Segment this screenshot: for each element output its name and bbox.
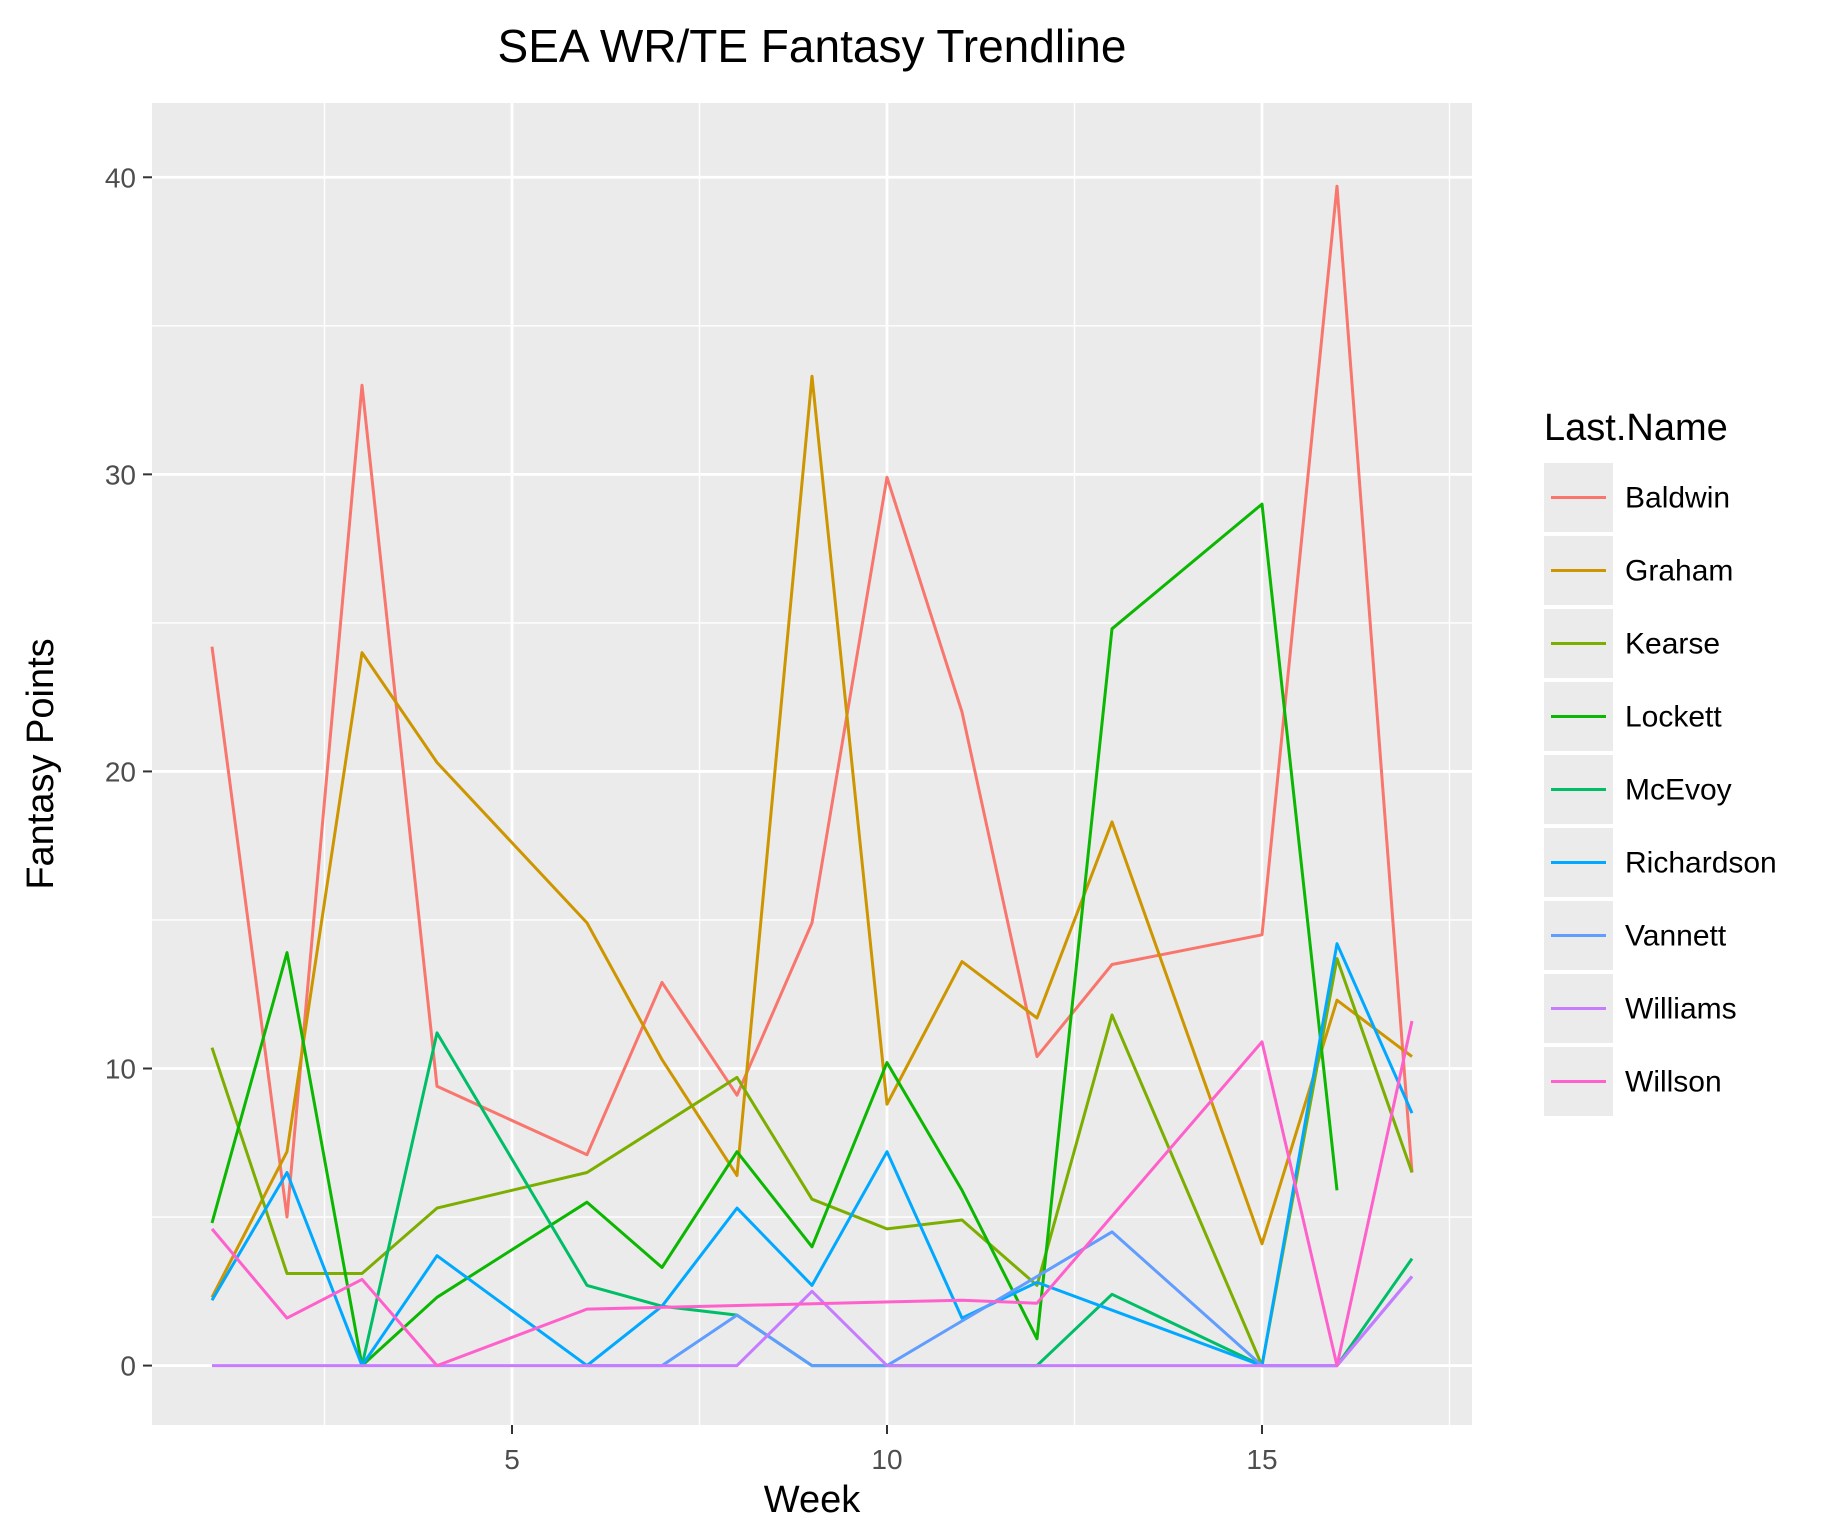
- y-axis-ticks: 0 10 20 30 40: [105, 162, 152, 1382]
- y-tick-label: 30: [105, 459, 136, 490]
- chart-title: SEA WR/TE Fantasy Trendline: [498, 20, 1127, 72]
- legend-label-baldwin: Baldwin: [1625, 482, 1730, 515]
- y-tick-label: 10: [105, 1054, 136, 1085]
- plot-panel: [152, 103, 1472, 1425]
- series-line-willson: [210, 1020, 1414, 1368]
- legend-label-mcevoy: McEvoy: [1625, 774, 1732, 807]
- series-line-williams: [212, 1275, 1414, 1368]
- legend-label-lockett: Lockett: [1625, 701, 1722, 734]
- y-tick-label: 20: [105, 756, 136, 787]
- legend-label-willson: Willson: [1625, 1066, 1722, 1099]
- legend-label-kearse: Kearse: [1625, 628, 1720, 661]
- legend-title: Last.Name: [1544, 407, 1728, 449]
- x-tick-label: 15: [1246, 1444, 1277, 1475]
- legend: Last.Name Baldwin Graham Kearse Lockett McEv…: [1544, 407, 1777, 1116]
- series-lines: [210, 184, 1414, 1368]
- x-axis-ticks: 5 10 15: [504, 1425, 1278, 1475]
- x-tick-label: 5: [504, 1444, 520, 1475]
- series-line-baldwin: [210, 184, 1414, 1219]
- series-line-lockett: [210, 502, 1339, 1368]
- series-line-kearse: [210, 957, 1414, 1368]
- x-axis-title: Week: [764, 1479, 861, 1521]
- legend-label-vannett: Vannett: [1625, 920, 1727, 953]
- series-line-richardson: [210, 942, 1414, 1368]
- series-line-graham: [210, 374, 1413, 1298]
- y-axis-title: Fantasy Points: [20, 638, 62, 889]
- legend-label-richardson: Richardson: [1625, 847, 1777, 880]
- legend-label-graham: Graham: [1625, 555, 1733, 588]
- y-tick-label: 40: [105, 162, 136, 193]
- x-tick-label: 10: [871, 1444, 902, 1475]
- y-tick-label: 0: [120, 1351, 136, 1382]
- legend-label-williams: Williams: [1625, 993, 1737, 1026]
